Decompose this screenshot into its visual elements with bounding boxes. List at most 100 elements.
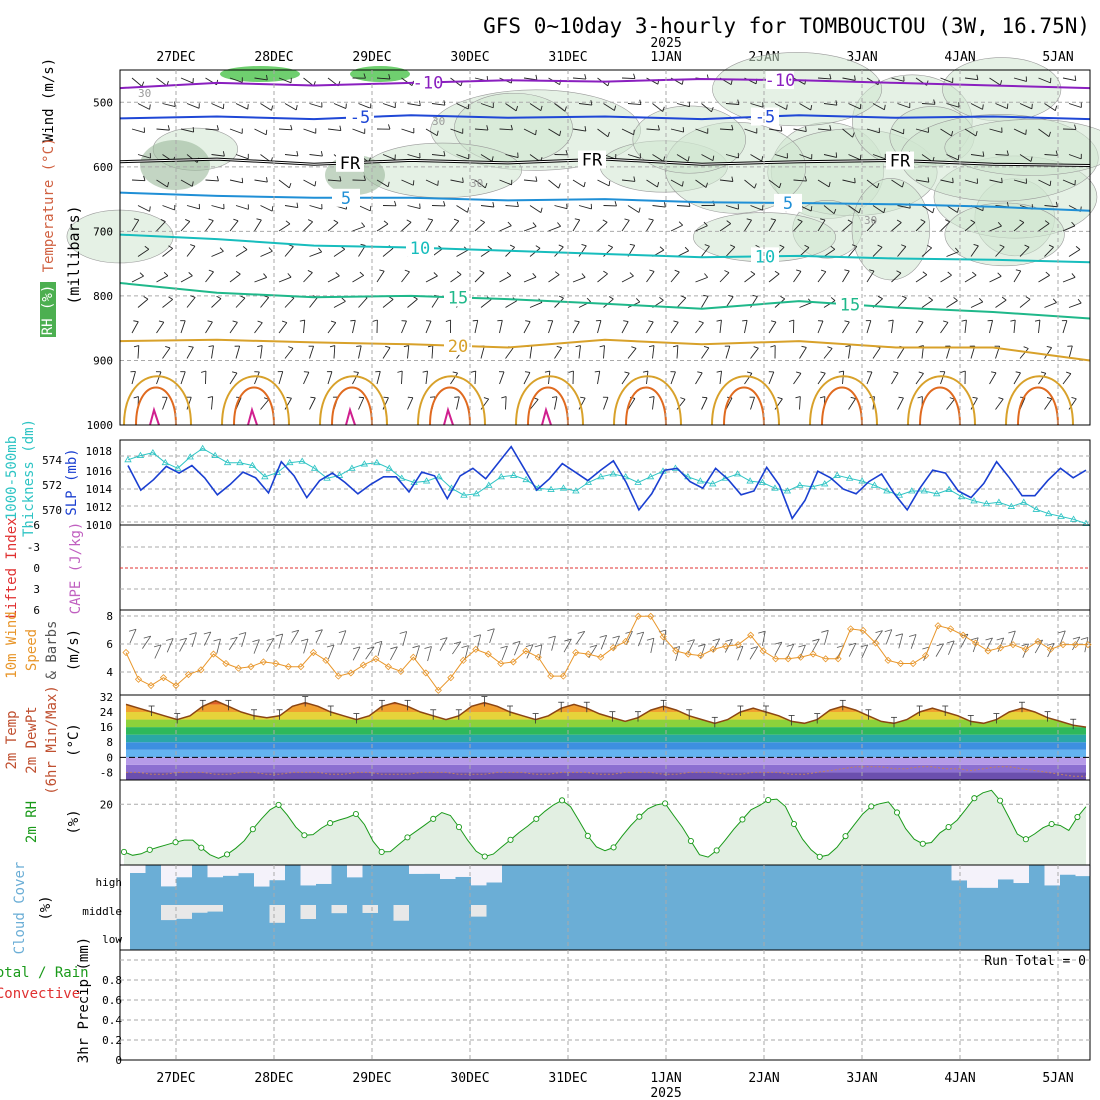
isotherm-20-loop <box>1005 375 1074 426</box>
rh-marker <box>610 844 617 851</box>
wind-barb <box>260 205 273 212</box>
thickness-marker <box>796 481 804 488</box>
wind-barb <box>779 244 785 248</box>
wind-barb <box>479 270 485 274</box>
wind-barb <box>1015 269 1021 272</box>
wind-barb <box>777 397 783 400</box>
wind-barb <box>439 637 448 651</box>
wind-barb <box>768 128 782 132</box>
wind-barb <box>584 126 587 132</box>
top-date-axis: 27DEC28DEC29DEC30DEC31DEC1JAN2JAN3JAN4JA… <box>156 50 1073 65</box>
wind-barb <box>649 396 655 399</box>
wind-barb <box>158 320 164 323</box>
wind-barb <box>918 371 924 374</box>
thickness-marker <box>833 471 841 478</box>
wind-barb <box>188 345 194 348</box>
wind-barb <box>652 154 664 162</box>
wind-barb <box>948 640 955 655</box>
wind-barb <box>898 396 904 399</box>
rh-shading <box>140 140 210 190</box>
wind-barb <box>964 128 977 137</box>
isotherm-label: 15 <box>840 295 860 315</box>
rh-marker <box>1048 820 1055 828</box>
wind-barb <box>976 74 979 80</box>
wind-barb <box>845 345 851 348</box>
wind-barb <box>505 396 507 410</box>
wind-barb <box>1044 347 1052 359</box>
wind-barb <box>793 179 807 182</box>
wind-barb <box>300 638 309 642</box>
wind-barb <box>725 397 733 410</box>
rh-shading <box>363 142 523 199</box>
cloud-gap <box>223 865 239 876</box>
wind-barb <box>744 128 757 134</box>
rh-marker <box>765 796 772 804</box>
rh-marker <box>507 836 514 843</box>
wind-barb <box>554 205 568 210</box>
wind-barb <box>1080 637 1089 640</box>
wind-barb <box>584 74 587 80</box>
y-axis-title: Temperature (°C) <box>41 138 57 273</box>
wind-barb <box>725 296 734 308</box>
wind-barb <box>1013 372 1021 385</box>
isotherm-5 <box>119 191 1091 212</box>
isotherm-15 <box>119 282 1091 320</box>
wind-barb <box>407 205 421 209</box>
wind-barb <box>309 397 316 410</box>
top-date-label: 30DEC <box>450 50 489 65</box>
wind-barb <box>137 205 150 212</box>
y-tick-label: 572 <box>42 479 62 492</box>
wind-barb <box>744 179 755 189</box>
wind-barb <box>358 345 362 359</box>
wind-barb <box>166 638 174 641</box>
wind-barb <box>897 103 910 109</box>
wind-barb <box>425 219 434 232</box>
wind-barb <box>131 275 144 283</box>
wind-barb <box>1006 201 1009 208</box>
wind-barb <box>711 106 714 112</box>
wind-barb <box>143 175 146 181</box>
wind-barb <box>1019 103 1033 110</box>
total-rain-label: Total / Rain <box>0 965 89 981</box>
wind-barb <box>156 77 168 87</box>
wind-barb <box>529 103 542 112</box>
wind-barb <box>1015 371 1021 374</box>
wind-barb <box>474 179 486 189</box>
wind-barb <box>953 297 958 301</box>
wind-barb <box>629 243 635 246</box>
wind-barb <box>156 275 169 283</box>
wind-barb <box>728 294 734 298</box>
wind-barb <box>793 271 802 283</box>
y-tick-label: 0.8 <box>102 974 122 987</box>
wind-barb <box>633 176 636 182</box>
wind-barb <box>597 179 610 187</box>
bottom-date-label: 1JAN <box>650 1071 681 1086</box>
wind-barb <box>995 103 1008 110</box>
wind-barb <box>443 201 446 207</box>
wind-barb <box>450 220 460 232</box>
wind-barb <box>960 633 969 637</box>
wind-barb <box>162 103 176 108</box>
wind-barb <box>621 179 635 182</box>
wind-barb <box>131 128 145 133</box>
wind-barb <box>437 180 439 186</box>
wind-barb <box>211 298 222 308</box>
wind-barb <box>535 74 538 80</box>
wind-barb <box>359 271 364 276</box>
wind-barb <box>597 128 609 138</box>
wind-barb <box>842 321 850 334</box>
wind-barb <box>824 630 829 645</box>
wind-barb <box>650 638 655 653</box>
wind-barb <box>376 223 389 232</box>
wind-barb <box>464 645 469 661</box>
wind-barb <box>399 631 407 634</box>
wind-barb <box>499 225 512 232</box>
wind-barb <box>363 73 366 79</box>
wind-barb <box>915 274 928 283</box>
wind-barb <box>205 321 213 334</box>
wind-barb <box>296 202 299 208</box>
isotherm-20-loop <box>711 375 780 426</box>
wind-barb <box>588 644 598 659</box>
wind-barb <box>858 208 861 214</box>
wind-barb <box>165 346 171 349</box>
